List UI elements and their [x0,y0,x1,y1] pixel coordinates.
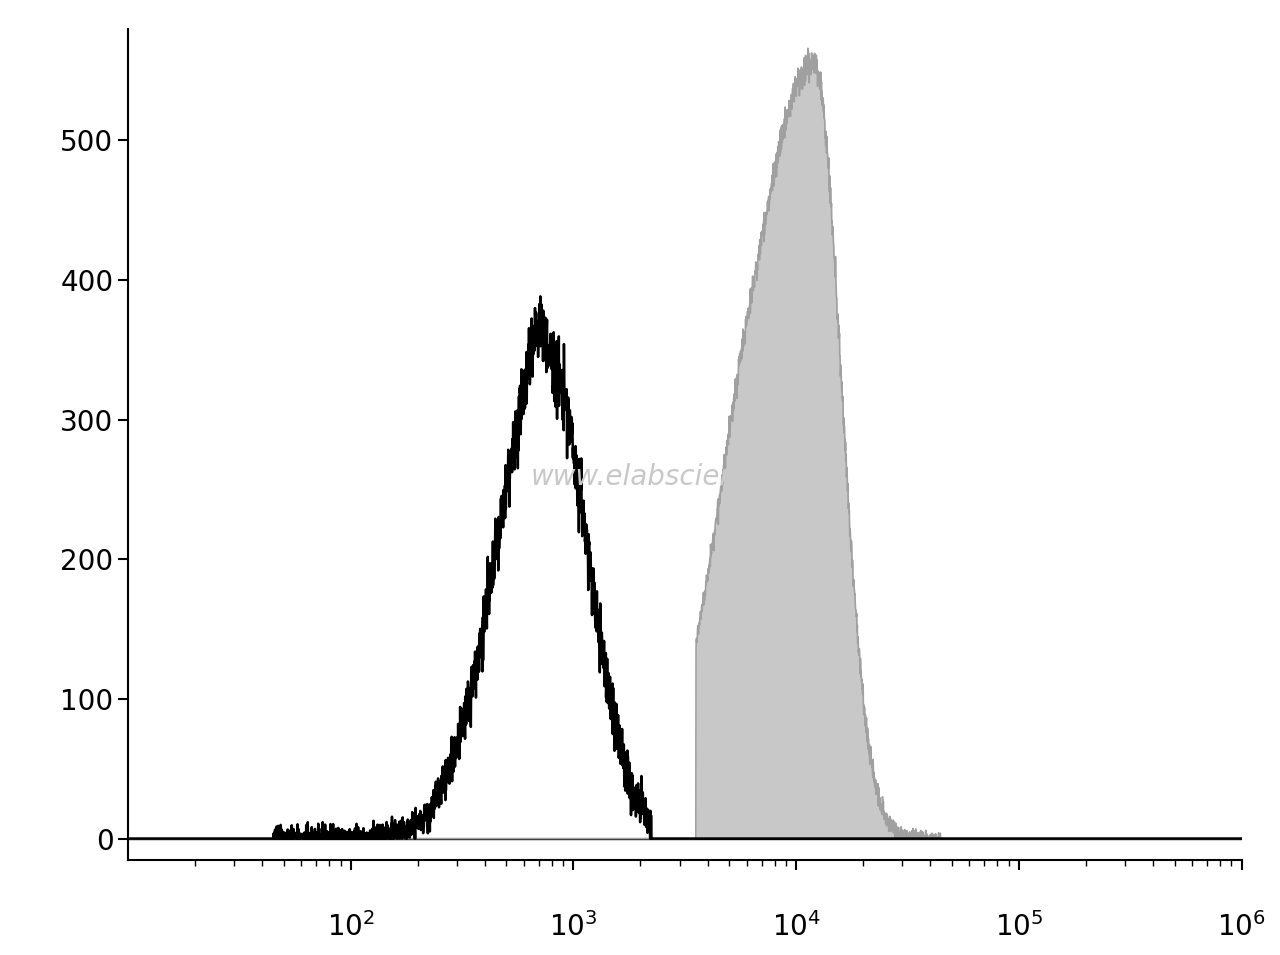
Text: $10^{2}$: $10^{2}$ [326,913,375,943]
Text: $10^{6}$: $10^{6}$ [1217,913,1266,943]
Text: $10^{5}$: $10^{5}$ [995,913,1043,943]
Text: $10^{3}$: $10^{3}$ [549,913,598,943]
Text: www.elabscience.com: www.elabscience.com [531,463,838,491]
Text: $10^{4}$: $10^{4}$ [772,913,820,943]
